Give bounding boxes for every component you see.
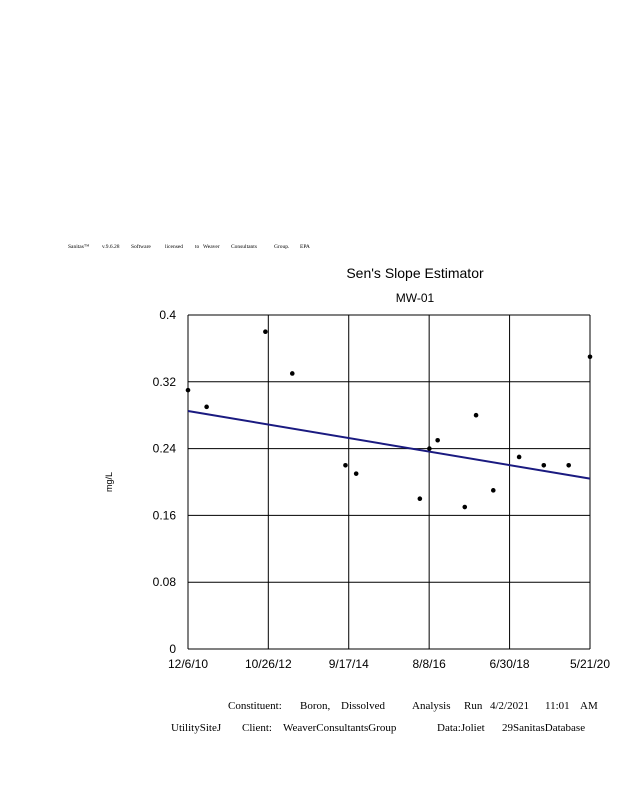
trend-line-group xyxy=(187,410,591,480)
x-tick-label: 5/21/20 xyxy=(570,657,610,671)
license-header: Sanitas™ v.9.6.28 Software licensed to Weaver… xyxy=(68,243,310,250)
x-tick-label: 12/6/10 xyxy=(168,657,208,671)
data-point xyxy=(263,329,268,335)
sens-slope-trend-line xyxy=(187,410,591,480)
data-points xyxy=(185,329,593,510)
data-point xyxy=(343,463,348,468)
footer-word: Data:Joliet xyxy=(437,722,485,734)
grid xyxy=(187,314,591,650)
data-point xyxy=(435,437,440,443)
license-word: EPA xyxy=(300,244,310,250)
footer-word: 29SanitasDatabase xyxy=(502,722,585,734)
data-point xyxy=(566,463,572,468)
data-point xyxy=(587,354,593,360)
y-tick-label: 0 xyxy=(169,642,176,656)
x-tick-label: 6/30/18 xyxy=(490,657,530,671)
license-word: to xyxy=(195,244,200,250)
footer-word: WeaverConsultantsGroup xyxy=(283,722,397,734)
footer-word: Constituent: xyxy=(228,700,282,712)
license-word: Group. xyxy=(274,244,290,250)
license-word: Weaver xyxy=(203,244,220,250)
x-tick-label: 10/26/12 xyxy=(245,657,292,671)
data-point xyxy=(185,387,191,393)
data-point xyxy=(516,454,522,460)
chart-title: Sen's Slope Estimator xyxy=(346,265,484,281)
license-word: licensed xyxy=(165,244,183,250)
footer-word: AM xyxy=(580,700,598,712)
footer-word: Dissolved xyxy=(341,700,386,712)
footer-word: Boron, xyxy=(300,700,331,712)
license-word: Software xyxy=(131,243,151,250)
y-tick-label: 0.24 xyxy=(153,442,177,456)
footer-word: UtilitySiteJ xyxy=(171,722,222,734)
y-tick-label: 0.4 xyxy=(159,308,176,322)
data-point xyxy=(473,412,479,418)
license-word: Sanitas™ xyxy=(68,244,90,250)
data-point xyxy=(462,504,468,510)
x-tick-label: 9/17/14 xyxy=(329,657,369,671)
data-point xyxy=(204,404,209,410)
data-point xyxy=(289,371,295,376)
y-tick-label: 0.16 xyxy=(153,508,177,522)
license-word: v.9.6.28 xyxy=(102,244,120,250)
data-point xyxy=(490,488,496,493)
x-tick-label: 8/8/16 xyxy=(412,657,446,671)
license-word: Consultants xyxy=(231,244,257,250)
y-tick-label: 0.08 xyxy=(153,575,177,589)
chart-subtitle: MW-01 xyxy=(396,291,435,305)
y-tick-label: 0.32 xyxy=(153,375,177,389)
y-axis-tick-labels: 0 0.08 0.16 0.24 0.32 0.4 xyxy=(153,308,177,656)
x-axis-tick-labels: 12/6/10 10/26/12 9/17/14 8/8/16 6/30/18 5/21/… xyxy=(168,657,610,671)
footer-word: Client: xyxy=(242,722,272,734)
data-point xyxy=(427,446,432,451)
footer-word: 11:01 xyxy=(545,700,570,712)
footer-word: Run xyxy=(464,700,483,712)
data-point xyxy=(353,471,359,476)
data-point xyxy=(417,496,423,502)
footer-word: 4/2/2021 xyxy=(490,700,529,712)
footer-word: Analysis xyxy=(412,700,451,712)
footer-line-2: UtilitySiteJ Client: WeaverConsultantsGrou… xyxy=(171,722,585,734)
data-point xyxy=(541,463,547,468)
footer-line-1: Constituent: Boron, Dissolved Analysis Run 4/… xyxy=(228,700,598,712)
y-axis-label: mg/L xyxy=(104,472,114,492)
